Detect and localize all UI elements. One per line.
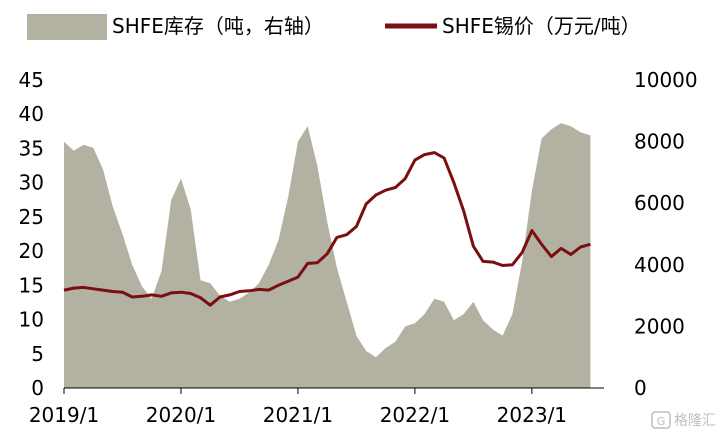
left-tick-label: 35 (19, 136, 44, 160)
left-tick-label: 15 (19, 273, 44, 297)
price-line (63, 151, 591, 307)
left-axis: 0 5 10 15 20 25 30 35 40 45 (19, 68, 44, 400)
right-tick-label: 4000 (634, 253, 685, 277)
right-tick-label: 8000 (634, 130, 685, 154)
left-tick-label: 0 (31, 376, 44, 400)
left-tick-label: 20 (19, 239, 44, 263)
watermark-logo-glyph: G (657, 415, 666, 428)
right-axis: 0 2000 4000 6000 8000 10000 (634, 68, 698, 400)
x-tick-label: 2023/1 (497, 403, 567, 427)
right-tick-label: 2000 (634, 314, 685, 338)
left-tick-label: 10 (19, 308, 44, 332)
legend: SHFE库存（吨，右轴） SHFE锡价（万元/吨） (27, 14, 641, 40)
legend-price-label: SHFE锡价（万元/吨） (442, 14, 641, 38)
watermark: G 格隆汇 (651, 411, 716, 429)
left-tick-label: 40 (19, 102, 44, 126)
right-tick-label: 10000 (634, 68, 698, 92)
watermark-text: 格隆汇 (674, 413, 716, 429)
watermark-logo-icon (651, 411, 671, 429)
x-tick-label: 2021/1 (263, 403, 333, 427)
x-tick-label: 2019/1 (29, 403, 99, 427)
left-tick-label: 5 (31, 342, 44, 366)
right-tick-label: 0 (634, 376, 647, 400)
legend-inventory-swatch (27, 14, 107, 40)
left-tick-label: 30 (19, 171, 44, 195)
left-tick-label: 45 (19, 68, 44, 92)
legend-inventory-label: SHFE库存（吨，右轴） (112, 14, 324, 38)
x-tick-label: 2020/1 (146, 403, 216, 427)
plot-area (63, 123, 604, 389)
left-tick-label: 25 (19, 205, 44, 229)
x-axis: 2019/1 2020/1 2021/1 2022/1 2023/1 (29, 388, 567, 427)
right-tick-label: 6000 (634, 191, 685, 215)
x-tick-label: 2022/1 (380, 403, 450, 427)
